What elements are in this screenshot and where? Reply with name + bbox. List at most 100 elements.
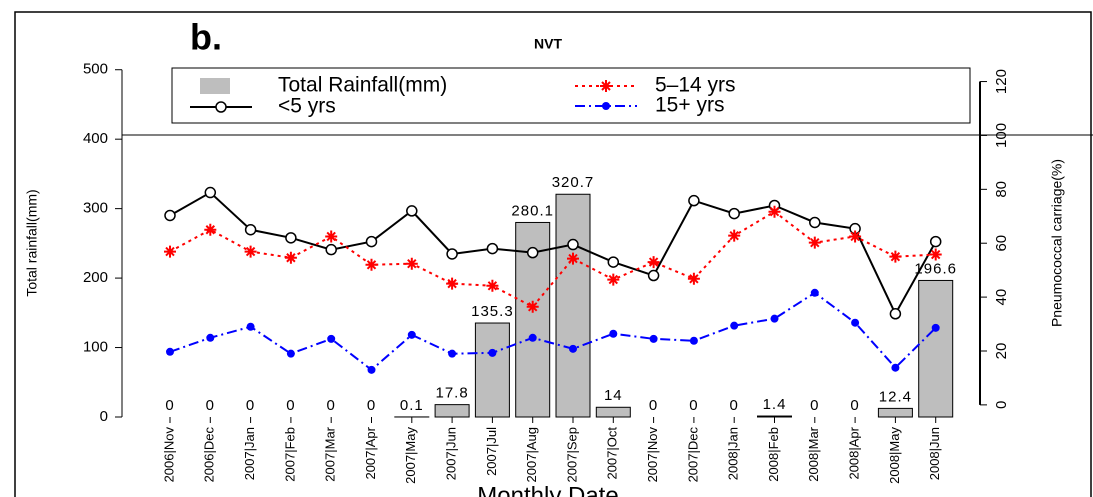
bar	[757, 415, 792, 418]
series-marker	[567, 252, 579, 265]
series-marker	[286, 349, 295, 358]
series-marker	[446, 248, 458, 260]
series-marker	[488, 348, 497, 357]
bar	[515, 221, 551, 418]
x-tick-label: 2008|Feb	[766, 427, 781, 482]
x-tick-label: 2008|May	[887, 427, 902, 484]
series-marker	[166, 347, 174, 356]
legend-label: 5–14 yrs	[655, 74, 736, 97]
series-marker	[365, 235, 378, 248]
legend-marker	[600, 80, 612, 92]
legend-marker	[215, 101, 227, 113]
y-tick-label: 100	[83, 339, 108, 356]
x-tick-label: 2007|May	[403, 427, 418, 484]
series-marker	[164, 245, 176, 258]
series-marker	[285, 232, 297, 244]
bar-value-label: 135.3	[471, 303, 514, 320]
bar-value-label: 0	[206, 397, 215, 414]
series-marker	[607, 256, 620, 268]
x-tick-label: 2007|Sep	[564, 427, 579, 482]
x-tick-label: 2007|Mar	[323, 426, 338, 481]
series-marker	[327, 334, 336, 343]
bar-value-label: 0	[367, 397, 376, 414]
series-marker	[246, 322, 255, 331]
bar-value-label: 1.4	[763, 396, 787, 413]
series-marker	[569, 344, 577, 353]
series-marker	[649, 334, 658, 343]
series-marker	[689, 336, 698, 345]
x-axis-label: Monthly Date	[477, 482, 618, 497]
y2-tick-label: 60	[993, 235, 1010, 252]
bar	[555, 193, 591, 418]
series-marker	[204, 186, 217, 199]
bar-value-label: 0	[327, 397, 336, 414]
bar-value-label: 320.7	[552, 174, 595, 191]
series-line	[169, 291, 937, 372]
series-marker	[768, 205, 781, 218]
x-tick-label: 2006|Dec	[202, 427, 217, 483]
bar-value-label: 0.1	[400, 397, 424, 414]
bar	[877, 407, 913, 418]
legend-label: <5 yrs	[278, 95, 336, 118]
x-tick-label: 2007|Nov	[645, 427, 660, 483]
y-tick-label: 500	[83, 61, 108, 78]
series-marker	[526, 246, 539, 259]
chart-title: NVT	[534, 36, 562, 52]
frame	[14, 11, 1092, 497]
x-tick-label: 2008|Jun	[927, 427, 942, 480]
y2-axis-label: Pneumococcal carriage(%)	[1049, 159, 1065, 327]
bar-value-label: 0	[730, 397, 739, 414]
series-marker	[730, 321, 739, 330]
series-marker	[851, 318, 860, 327]
series-marker	[688, 194, 700, 207]
x-tick-label: 2007|Jun	[444, 427, 459, 480]
bar	[474, 322, 510, 418]
y2-tick-label: 80	[993, 181, 1010, 198]
series-marker	[687, 272, 700, 285]
legend-marker	[602, 102, 610, 110]
y2-tick-label: 40	[993, 289, 1010, 306]
bar-value-label: 0	[246, 397, 255, 414]
series-marker	[810, 288, 819, 297]
series-marker	[889, 308, 902, 320]
legend-label: Total Rainfall(mm)	[278, 74, 447, 97]
series-marker	[609, 329, 618, 338]
bar-value-label: 0	[286, 397, 295, 414]
bar	[918, 279, 954, 418]
series-marker	[486, 279, 499, 292]
series-marker	[406, 205, 418, 217]
series-line	[169, 191, 937, 316]
x-tick-label: 2007|Apr	[363, 426, 378, 479]
x-tick-label: 2008|Apr	[847, 426, 862, 479]
series-marker	[526, 300, 539, 313]
y-tick-label: 200	[83, 269, 108, 286]
series-marker	[647, 256, 660, 269]
y2-tick-label: 100	[993, 123, 1010, 148]
legend-box	[171, 67, 971, 124]
series-marker	[407, 330, 416, 339]
series-marker	[365, 258, 378, 271]
bar-value-label: 0	[165, 397, 174, 414]
series-marker	[849, 230, 862, 243]
x-tick-label: 2007|Jul	[484, 427, 499, 476]
x-tick-label: 2007|Dec	[685, 427, 700, 483]
bar-value-label: 0	[850, 397, 859, 414]
bar-value-label: 0	[810, 397, 819, 414]
x-tick-label: 2008|Jan	[726, 427, 741, 480]
x-tick-label: 2007|Feb	[282, 427, 297, 482]
panel-label: b.	[190, 17, 222, 58]
series-marker	[486, 242, 499, 255]
series-marker	[446, 277, 459, 290]
bar-value-label: 17.8	[435, 385, 468, 402]
y2-tick-label: 0	[993, 401, 1010, 409]
x-tick-label: 2007|Aug	[524, 427, 539, 482]
bar-value-label: 196.6	[914, 260, 957, 277]
series-marker	[284, 251, 297, 264]
series-marker	[929, 235, 942, 248]
y-axis-label: Total rainfall(mm)	[24, 189, 40, 296]
series-marker	[244, 223, 257, 236]
series-marker	[204, 223, 217, 236]
series-marker	[405, 257, 418, 270]
